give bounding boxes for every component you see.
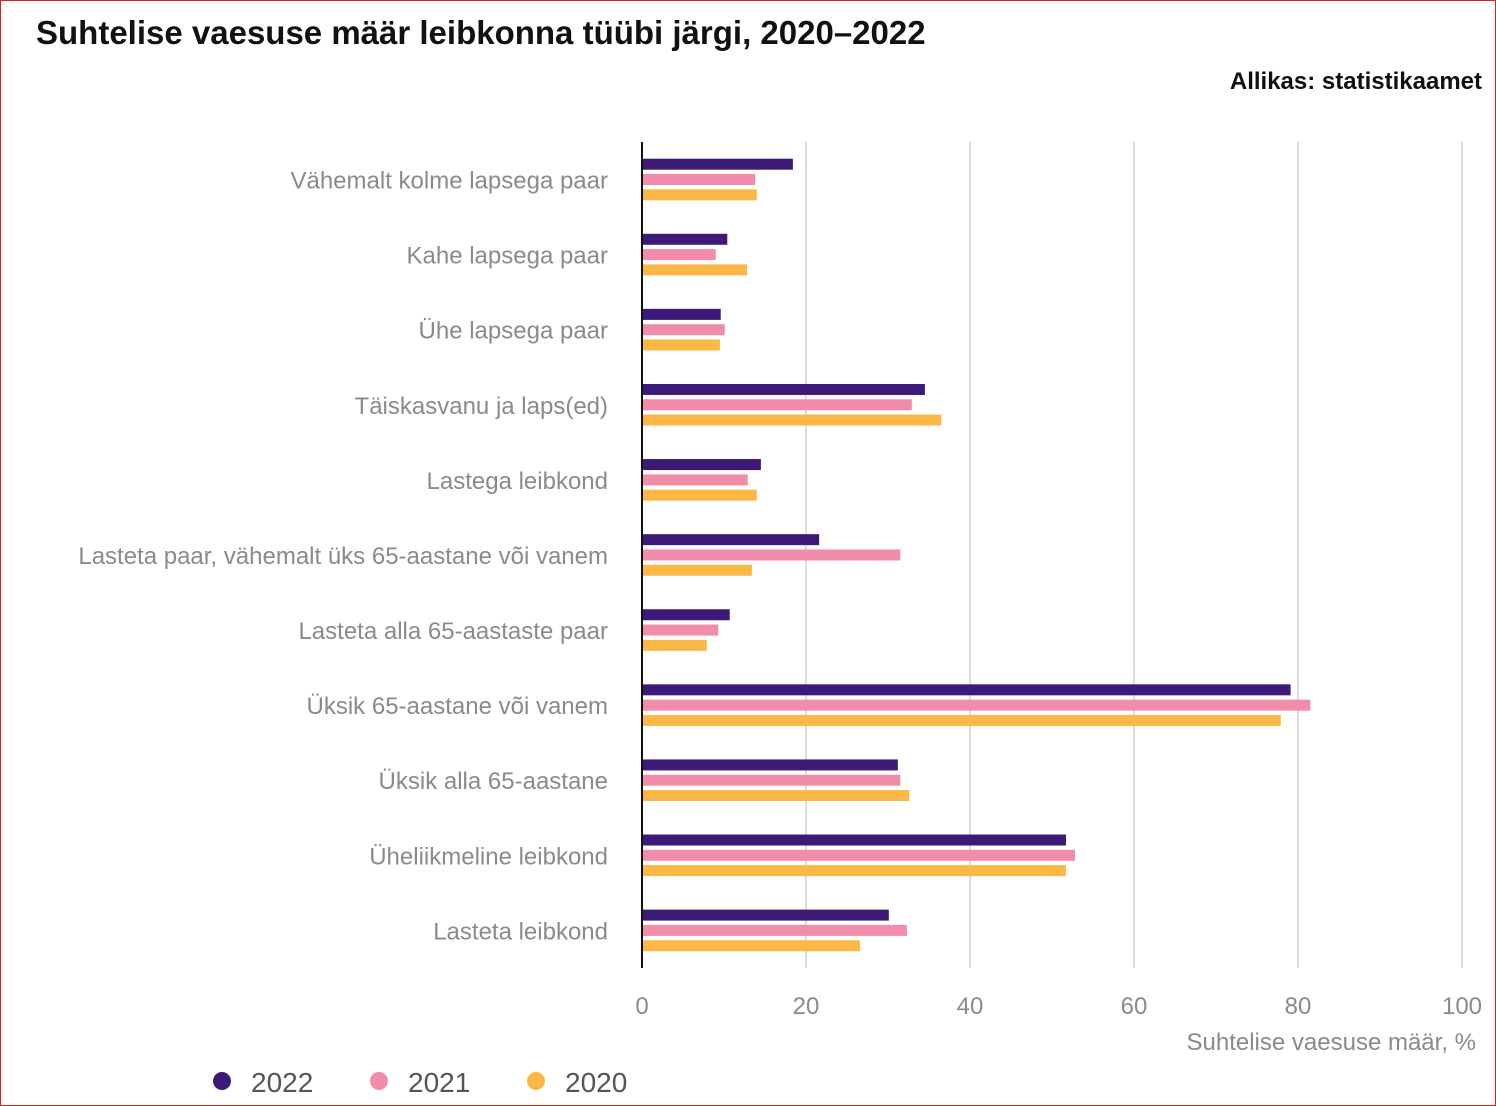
legend-label: 2021	[408, 1067, 470, 1098]
category-label: Täiskasvanu ja laps(ed)	[355, 393, 608, 420]
category-label: Lastega leibkond	[427, 468, 608, 495]
bar-2022	[642, 459, 761, 471]
bar-2020	[642, 714, 1281, 726]
bar-2021	[642, 924, 907, 936]
bar-2022	[642, 609, 730, 621]
category-label: Vähemalt kolme lapsega paar	[290, 168, 608, 195]
bar-2021	[642, 474, 748, 486]
x-tick-labels: 0 20 40 60 80 100	[635, 993, 1482, 1020]
x-axis-title: Suhtelise vaesuse määr, %	[1187, 1029, 1477, 1056]
category-label: Lasteta leibkond	[433, 918, 608, 945]
bar-2020	[642, 865, 1066, 877]
category-label: Üksik 65-aastane või vanem	[307, 693, 608, 720]
x-tick-label: 60	[1121, 993, 1148, 1020]
category-label: Ühe lapsega paar	[419, 318, 608, 345]
legend-swatch	[370, 1072, 388, 1090]
category-label: Üheliikmeline leibkond	[369, 843, 608, 870]
bar-2020	[642, 639, 707, 651]
bar-2022	[642, 233, 728, 245]
legend-swatch	[527, 1072, 545, 1090]
bar-2022	[642, 308, 721, 320]
category-label: Lasteta paar, vähemalt üks 65-aastane võ…	[78, 543, 608, 570]
x-tick-label: 0	[635, 993, 648, 1020]
category-label: Kahe lapsega paar	[407, 243, 609, 270]
bar-2021	[642, 699, 1311, 711]
bar-2021	[642, 849, 1075, 861]
x-tick-label: 100	[1442, 993, 1482, 1020]
category-labels: Vähemalt kolme lapsega paar Kahe lapsega …	[78, 168, 608, 946]
bar-2022	[642, 759, 898, 771]
bar-2020	[642, 489, 757, 501]
bar-2021	[642, 549, 901, 561]
bar-2020	[642, 414, 942, 426]
bar-2020	[642, 940, 861, 952]
bar-2022	[642, 684, 1291, 696]
bar-2022	[642, 158, 793, 170]
grid-lines	[805, 142, 1463, 968]
x-tick-label: 40	[957, 993, 984, 1020]
x-tick-label: 80	[1285, 993, 1312, 1020]
bar-2020	[642, 264, 747, 276]
chart-source: Allikas: statistikaamet	[1229, 68, 1482, 95]
bar-2020	[642, 189, 757, 201]
bar-2022	[642, 909, 889, 921]
legend-label: 2022	[251, 1067, 313, 1098]
legend-swatch	[213, 1072, 231, 1090]
bar-2021	[642, 399, 912, 411]
bar-2021	[642, 249, 716, 261]
chart-title: Suhtelise vaesuse määr leibkonna tüübi j…	[36, 14, 926, 51]
category-label: Lasteta alla 65-aastaste paar	[298, 618, 608, 645]
category-label: Üksik alla 65-aastane	[379, 768, 608, 795]
bar-marks	[642, 158, 1311, 952]
bar-2020	[642, 790, 910, 802]
bar-2022	[642, 834, 1066, 846]
legend: 2022 2021 2020	[213, 1067, 627, 1098]
bar-2021	[642, 324, 725, 336]
bar-2021	[642, 624, 719, 636]
bar-2021	[642, 174, 756, 185]
bar-2020	[642, 339, 720, 351]
bar-2022	[642, 534, 820, 546]
x-tick-label: 20	[793, 993, 820, 1020]
bar-2020	[642, 564, 752, 576]
legend-label: 2020	[565, 1067, 627, 1098]
bar-2021	[642, 774, 901, 786]
bar-2022	[642, 383, 925, 395]
